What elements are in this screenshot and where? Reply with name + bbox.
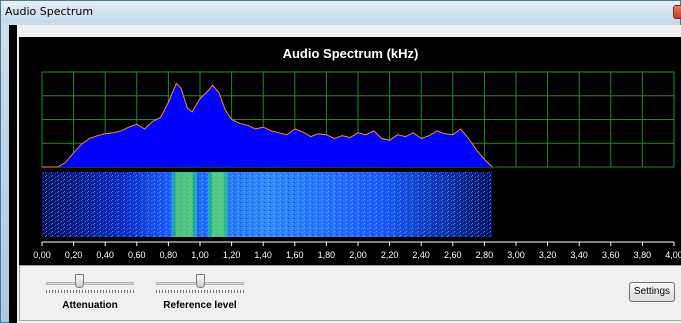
- x-tick-label: 2,20: [381, 250, 399, 260]
- x-tick-label: 2,00: [349, 250, 367, 260]
- left-edge: [9, 25, 17, 323]
- waterfall-hot-band: [171, 172, 197, 237]
- x-tick-label: 1,80: [318, 250, 336, 260]
- x-tick-label: 3,80: [634, 250, 652, 260]
- x-tick-label: 0,40: [96, 250, 114, 260]
- x-tick-label: 3,60: [602, 250, 620, 260]
- chart-title: Audio Spectrum (kHz): [282, 46, 419, 61]
- waterfall-hot-core: [211, 172, 225, 237]
- attenuation-slider[interactable]: [42, 272, 138, 294]
- x-tick-label: 2,40: [412, 250, 430, 260]
- x-tick-label: 0,60: [128, 250, 146, 260]
- x-tick-label: 3,40: [570, 250, 588, 260]
- title-bar[interactable]: Audio Spectrum: [1, 1, 681, 23]
- x-tick-label: 1,20: [223, 250, 241, 260]
- x-tick-label: 2,80: [476, 250, 494, 260]
- x-tick-label: 0,80: [160, 250, 178, 260]
- controls-group: Attenuation Reference level Settings: [19, 265, 681, 321]
- slider-ticks: [46, 290, 134, 293]
- x-tick-label: 1,40: [254, 250, 272, 260]
- x-tick-label: 0,20: [65, 250, 83, 260]
- slider-thumb[interactable]: [195, 274, 205, 288]
- reference-level-slider[interactable]: [152, 272, 248, 294]
- settings-button[interactable]: Settings: [629, 282, 675, 302]
- attenuation-label: Attenuation: [62, 300, 118, 311]
- spectrum-area: [42, 83, 493, 167]
- close-icon[interactable]: [673, 5, 681, 19]
- slider-thumb[interactable]: [74, 274, 84, 288]
- spectrum-chart: 0,00 0,20 0,40 0,60 0,80 1,00 1,20 1,40 1,60 1,80…: [33, 71, 681, 260]
- window-title: Audio Spectrum: [5, 5, 94, 18]
- client-area: Audio Spectrum (kHz): [9, 25, 681, 323]
- waterfall-hot-band: [207, 172, 229, 237]
- x-tick-label: 0,00: [33, 250, 51, 260]
- x-tick-label: 2,60: [444, 250, 462, 260]
- waterfall-hot-core: [175, 172, 193, 237]
- x-tick-label: 1,60: [286, 250, 304, 260]
- spectrum-outline: [42, 82, 493, 168]
- spectrum-panel: Audio Spectrum (kHz): [19, 37, 681, 291]
- x-tick-label: 3,00: [507, 250, 525, 260]
- reference-level-label: Reference level: [163, 300, 237, 311]
- x-tick-label: 3,20: [539, 250, 557, 260]
- waterfall-noise: [42, 172, 493, 237]
- x-tick-label: 1,00: [191, 250, 209, 260]
- x-tick-label: 4,00: [665, 250, 681, 260]
- slider-ticks: [156, 290, 244, 293]
- slider-track: [46, 282, 134, 285]
